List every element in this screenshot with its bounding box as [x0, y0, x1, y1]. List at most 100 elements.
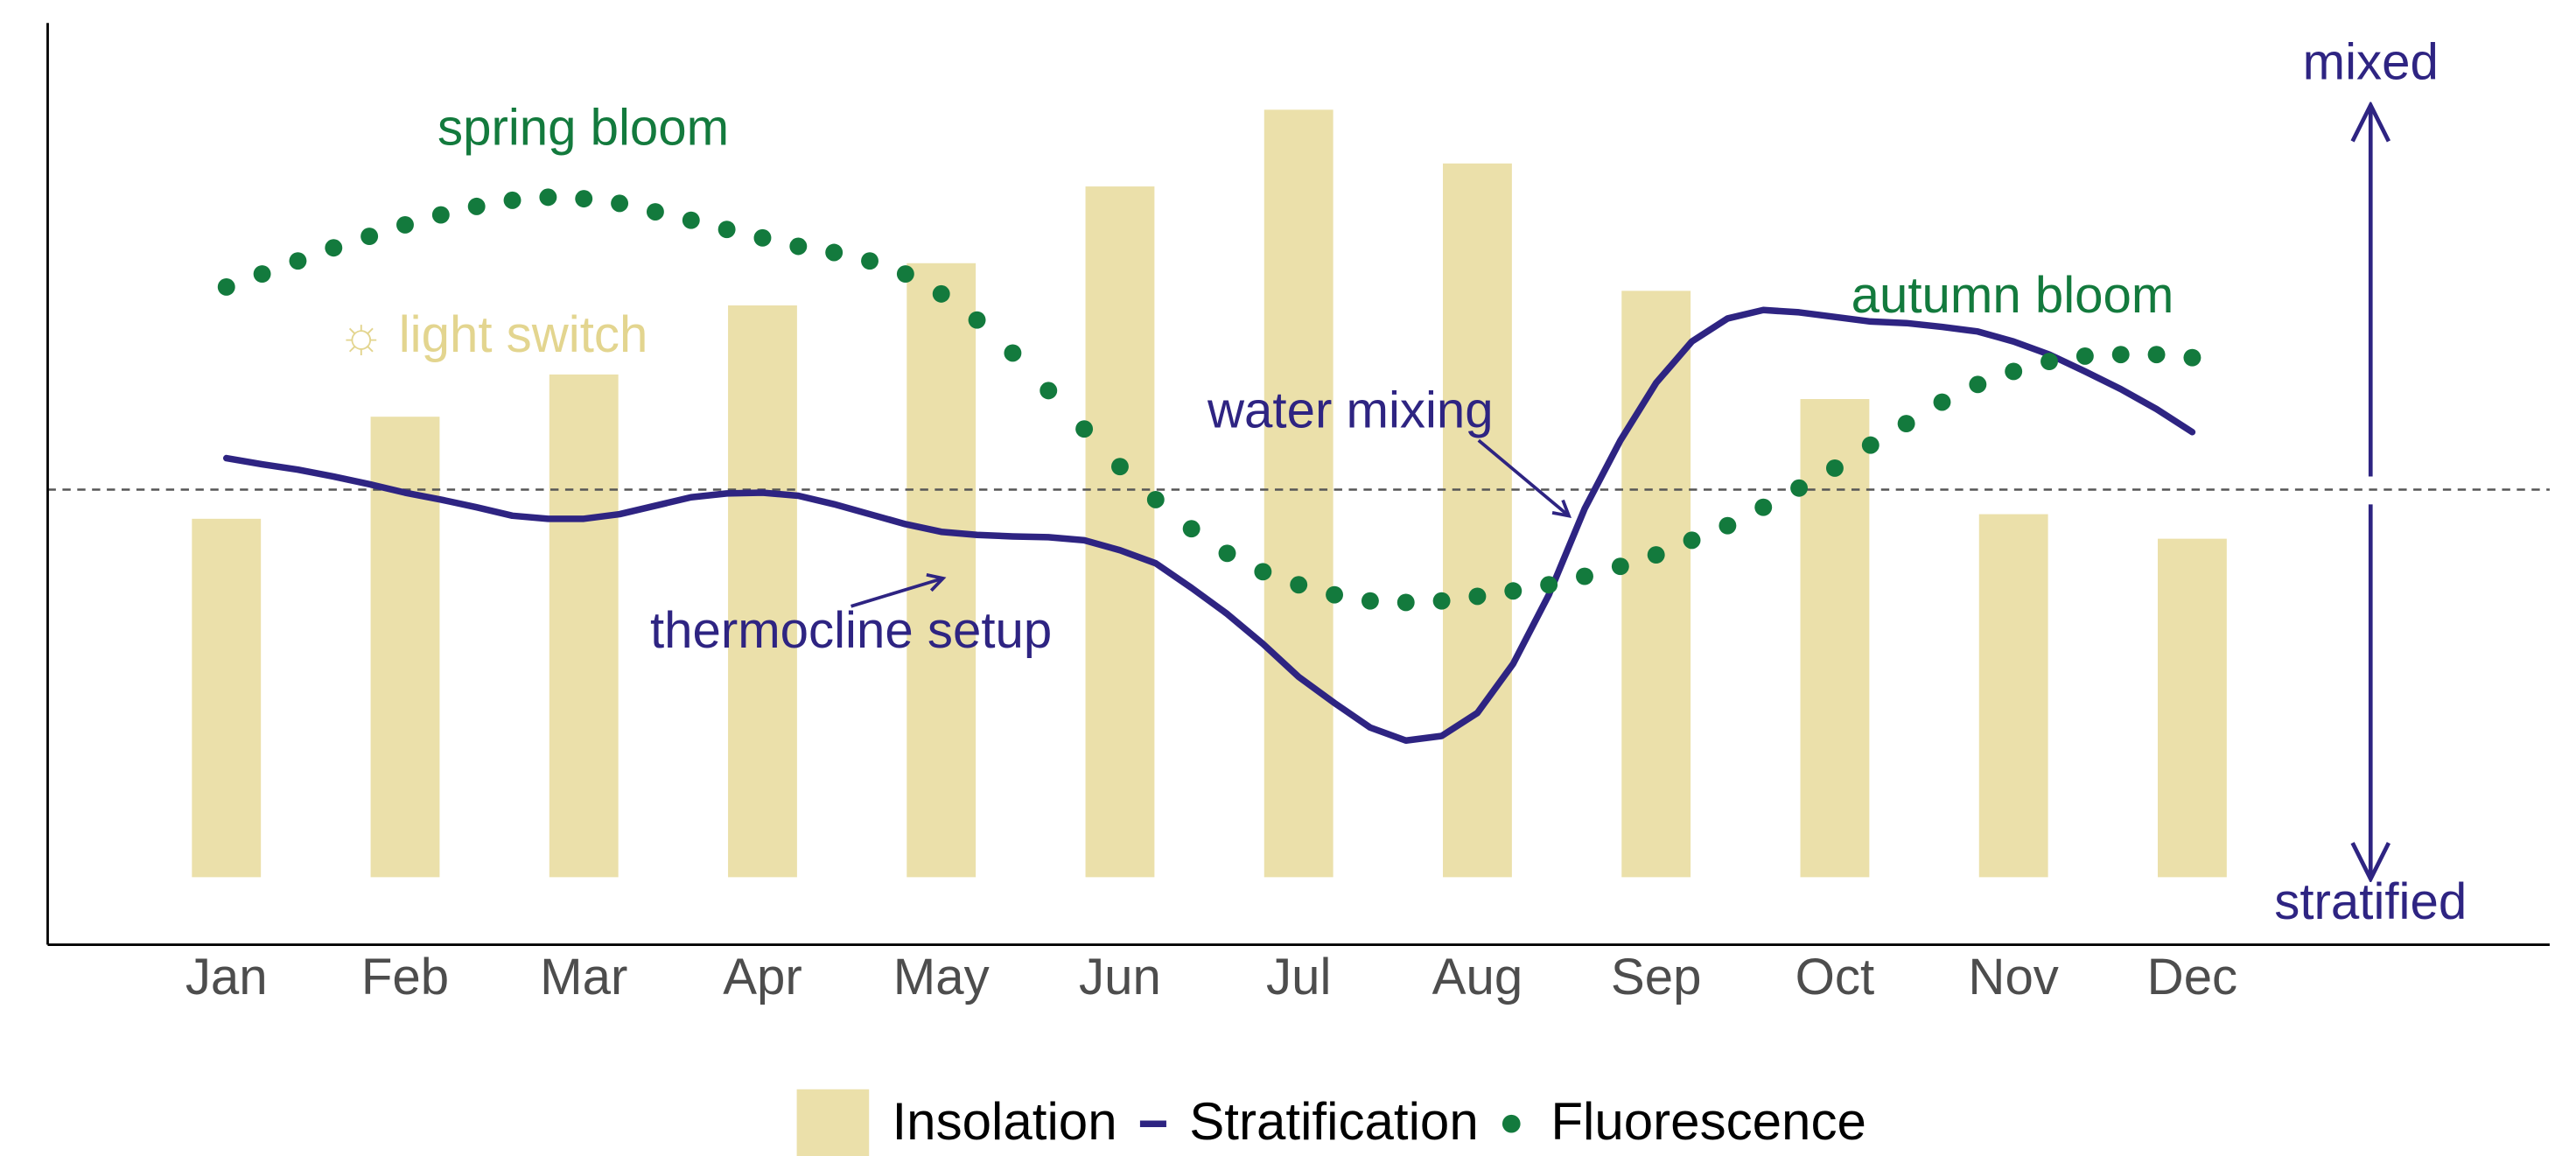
dot [1218, 544, 1236, 563]
dot [1396, 593, 1415, 612]
dot [1647, 546, 1665, 564]
annotation: stratified [2274, 873, 2467, 930]
legend-key [796, 1089, 870, 1156]
x-tick-label: Aug [1432, 949, 1523, 1005]
dot [575, 190, 593, 208]
dot [1683, 531, 1701, 550]
x-tick-label: Jan [186, 949, 268, 1005]
legend-entry: Fluorescence [1502, 1092, 1866, 1151]
x-tick-label: Dec [2147, 949, 2237, 1005]
x-tick-label: Mar [540, 949, 627, 1005]
annotation-arrow [850, 578, 943, 608]
dot [861, 252, 878, 270]
x-tick-label: Sep [1611, 949, 1702, 1005]
dot [1432, 592, 1451, 610]
dot [825, 243, 844, 262]
dot [325, 239, 343, 257]
dot [253, 265, 271, 284]
dot [718, 221, 736, 239]
dot [1540, 576, 1558, 594]
x-tick-label: Feb [361, 949, 449, 1005]
annotation: autumn bloom [1852, 267, 2174, 324]
dot [1254, 563, 1272, 581]
x-tick-label: Nov [1968, 949, 2058, 1005]
dot [2147, 346, 2166, 364]
annotation-arrow [1477, 438, 1569, 515]
dot [1290, 576, 1308, 594]
dot [1861, 436, 1880, 454]
bar [1978, 514, 2048, 878]
annotation: ☼ light switch [338, 306, 648, 363]
dot [1897, 415, 1915, 433]
dot [1504, 582, 1522, 600]
dot [1075, 420, 1094, 438]
dot [1754, 498, 1773, 516]
bar [728, 305, 797, 878]
dot [2183, 348, 2202, 367]
bar [1085, 186, 1155, 878]
legend-label: Fluorescence [1550, 1092, 1866, 1151]
legend-entry: Stratification [1139, 1092, 1479, 1151]
line [222, 306, 2196, 745]
dot [1718, 516, 1737, 535]
dot [1933, 393, 1951, 411]
dot [467, 197, 486, 215]
annotation: mixed [2303, 33, 2439, 90]
legend-entry: Insolation [796, 1089, 1117, 1156]
dot [2040, 353, 2058, 370]
dot [1361, 592, 1379, 610]
dot [682, 211, 700, 229]
bar [2158, 538, 2227, 878]
dot [789, 237, 808, 256]
bar [1800, 399, 1870, 878]
annotation: spring bloom [438, 100, 729, 157]
legend-label: Stratification [1189, 1092, 1479, 1151]
dot [539, 188, 557, 207]
axes-layer [46, 23, 2550, 946]
x-tick-label: May [893, 949, 990, 1005]
text-layer: Jan Feb Mar Apr May Jun Jul Aug Sep Oct Nov Dec spri… [186, 33, 2467, 1005]
legend-label: Insolation [892, 1092, 1116, 1151]
dot [1468, 587, 1487, 606]
dot [1576, 567, 1593, 585]
dot [1111, 458, 1129, 476]
dot [217, 278, 235, 296]
dot [2111, 346, 2130, 364]
x-tick-label: Apr [723, 949, 802, 1005]
dot [503, 191, 522, 209]
legend-key [1502, 1114, 1521, 1133]
dot [1146, 490, 1165, 508]
x-tick-label: Oct [1796, 949, 1875, 1005]
dot [1790, 479, 1809, 497]
bar [549, 374, 619, 878]
dot [646, 203, 664, 221]
bar [1443, 163, 1512, 878]
dot [968, 311, 986, 329]
dot [289, 252, 307, 270]
dot [1040, 382, 1058, 400]
dot [431, 206, 450, 224]
dot [360, 228, 379, 246]
bar [192, 518, 262, 878]
dot [1326, 585, 1344, 604]
bar [1264, 109, 1334, 878]
dot [753, 228, 772, 247]
dot [932, 284, 950, 303]
dot [1004, 344, 1022, 362]
dot [396, 215, 414, 234]
dot [896, 265, 914, 284]
dot [2005, 362, 2023, 381]
bar [906, 263, 976, 878]
dot [1182, 520, 1200, 538]
annotation: thermocline setup [650, 602, 1052, 659]
dot [1611, 557, 1629, 576]
annotation: water mixing [1207, 382, 1494, 439]
x-tick-label: Jun [1079, 949, 1161, 1005]
dot [1969, 375, 1987, 394]
dot [611, 194, 629, 213]
data-layer [217, 188, 2202, 745]
dot [2076, 347, 2094, 365]
x-tick-label: Jul [1266, 949, 1331, 1005]
